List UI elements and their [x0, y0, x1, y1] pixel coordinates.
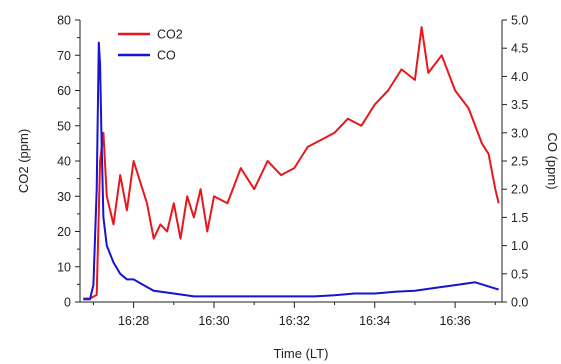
series-line-co2	[83, 26, 500, 300]
right-tick-label: 3.0	[511, 126, 528, 140]
right-tick-label: 4.0	[511, 70, 528, 84]
left-tick-label: 0	[64, 296, 71, 310]
right-tick-label: 2.5	[511, 155, 528, 169]
x-tick-label: 16:34	[359, 314, 390, 328]
left-axis-title: CO2 (ppm)	[16, 129, 31, 193]
bottom-axis-ticks: 16:28 16:30 16:32 16:34 16:36	[92, 302, 496, 328]
x-tick-label: 16:36	[439, 314, 470, 328]
right-axis-title: CO (ppm)	[545, 132, 560, 189]
x-tick-label: 16:32	[279, 314, 310, 328]
right-tick-label: 0.0	[511, 296, 528, 310]
right-tick-label: 1.5	[511, 211, 528, 225]
plot-lines	[83, 26, 500, 301]
right-axis-ticks: 0.0 0.5 1.0 1.5 2.0 2.5 3.0 3.5 4.0 4.5 5.0	[502, 14, 528, 310]
left-axis-ticks: 0 10 20 30 40 50 60 70 80	[57, 14, 80, 310]
left-tick-label: 80	[57, 14, 71, 28]
x-axis-title: Time (LT)	[274, 346, 329, 361]
series-line-co	[83, 41, 499, 301]
left-tick-label: 40	[57, 155, 71, 169]
right-tick-label: 4.5	[511, 42, 528, 56]
legend-label-co2: CO2	[157, 28, 183, 42]
legend: CO2 CO	[118, 28, 183, 63]
right-tick-label: 2.0	[511, 183, 528, 197]
x-tick-label: 16:28	[118, 314, 149, 328]
left-tick-label: 60	[57, 84, 71, 98]
left-tick-label: 20	[57, 225, 71, 239]
legend-label-co: CO	[157, 49, 176, 63]
right-tick-label: 0.5	[511, 267, 528, 281]
x-tick-label: 16:30	[198, 314, 229, 328]
left-tick-label: 10	[57, 260, 71, 274]
right-tick-label: 5.0	[511, 14, 528, 28]
right-tick-label: 3.5	[511, 98, 528, 112]
left-tick-label: 70	[57, 49, 71, 63]
right-tick-label: 1.0	[511, 239, 528, 253]
left-tick-label: 30	[57, 190, 71, 204]
left-tick-label: 50	[57, 119, 71, 133]
